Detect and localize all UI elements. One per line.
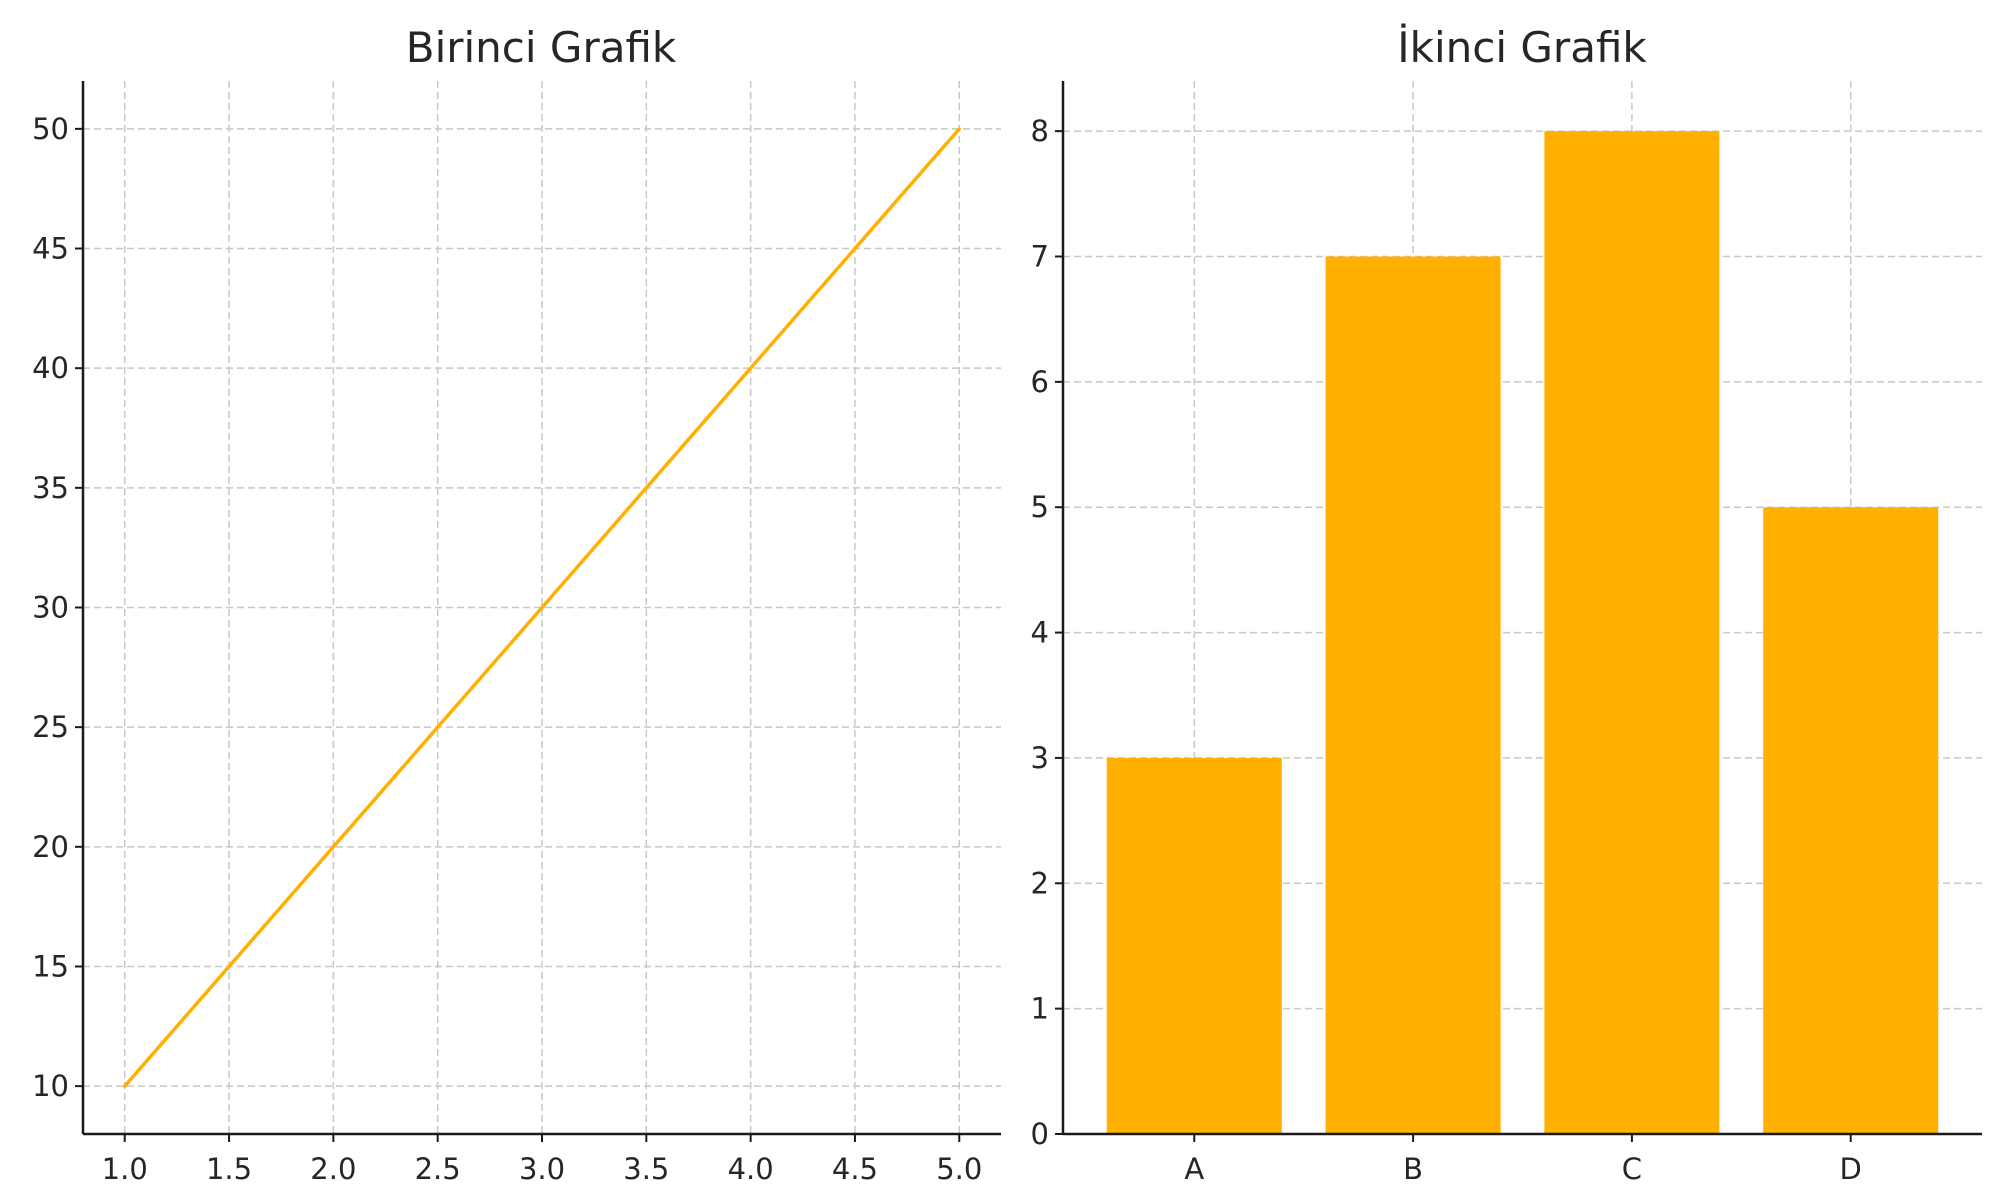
x-tick-label: A: [1184, 1152, 1204, 1186]
y-tick-label: 40: [32, 351, 69, 385]
x-tick-label: 5.0: [936, 1152, 982, 1186]
bar-d: [1763, 507, 1939, 1134]
y-tick-label: 30: [32, 591, 69, 625]
x-tick-label: 1.5: [206, 1152, 252, 1186]
x-tick-label: 4.0: [728, 1152, 774, 1186]
bar-c: [1544, 131, 1720, 1135]
line-series: [122, 127, 962, 1088]
y-tick-label: 5: [1031, 490, 1049, 524]
bar-b: [1325, 256, 1501, 1134]
y-tick-label: 6: [1031, 365, 1049, 399]
y-tick-label: 8: [1031, 114, 1049, 148]
bar-chart-panel: İkinci Grafik 0 1 2 3 4 5 6 7 8 A B C D: [1031, 22, 1982, 1186]
x-tick-label: 3.0: [519, 1152, 565, 1186]
y-tick-label: 2: [1031, 866, 1049, 900]
x-tick-label: 1.0: [102, 1152, 148, 1186]
y-tick-label: 45: [32, 232, 69, 266]
bar-chart-marks: [1106, 131, 1939, 1135]
y-tick-label: 4: [1031, 616, 1049, 650]
bar-chart-ticks: 0 1 2 3 4 5 6 7 8 A B C D: [1031, 114, 1862, 1186]
y-tick-label: 50: [32, 112, 69, 146]
line-chart-marks: [122, 127, 962, 1088]
y-tick-label: 20: [32, 830, 69, 864]
y-tick-label: 3: [1031, 741, 1049, 775]
line-chart-ticks: 1.0 1.5 2.0 2.5 3.0 3.5 4.0 4.5 5.0 10 15 20 25 30 35 4…: [32, 112, 982, 1186]
x-tick-label: 4.5: [832, 1152, 878, 1186]
y-tick-label: 7: [1031, 240, 1049, 274]
bar-chart-title: İkinci Grafik: [1397, 22, 1647, 72]
line-chart-panel: Birinci Grafik 1.0 1.5 2.0 2.5 3.0 3.5 4.0 4.5 5…: [32, 23, 1001, 1186]
y-tick-label: 25: [32, 710, 69, 744]
bar-a: [1106, 757, 1282, 1134]
x-tick-label: C: [1622, 1152, 1642, 1186]
line-chart-title: Birinci Grafik: [406, 23, 677, 72]
y-tick-label: 1: [1031, 992, 1049, 1026]
x-tick-label: 2.0: [310, 1152, 356, 1186]
y-tick-label: 0: [1031, 1117, 1049, 1151]
x-tick-label: 3.5: [623, 1152, 669, 1186]
x-tick-label: D: [1840, 1152, 1862, 1186]
y-tick-label: 15: [32, 949, 69, 983]
x-tick-label: 2.5: [415, 1152, 461, 1186]
x-tick-label: B: [1403, 1152, 1423, 1186]
line-chart-grid: [83, 81, 1001, 1134]
y-tick-label: 10: [32, 1069, 69, 1103]
y-tick-label: 35: [32, 471, 69, 505]
